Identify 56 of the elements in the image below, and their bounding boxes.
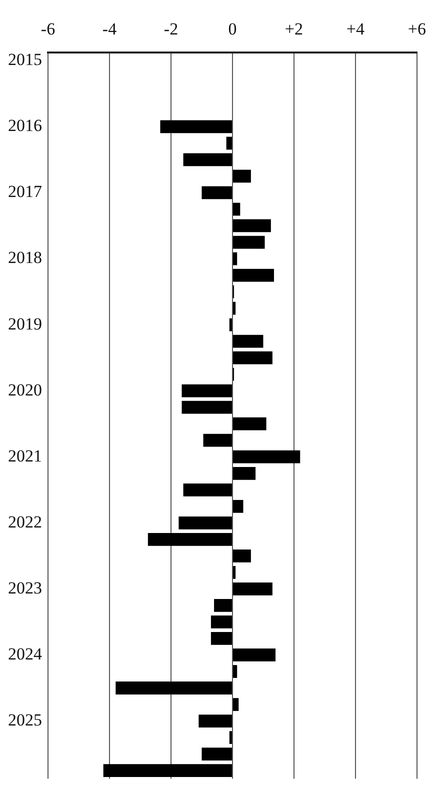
bar (232, 466, 256, 480)
bar (210, 616, 232, 628)
x-tick-label: -6 (40, 20, 56, 39)
bar (229, 318, 232, 332)
y-tick-label: 2017 (8, 182, 42, 202)
bar (232, 698, 239, 711)
y-tick-label: 2024 (8, 644, 42, 664)
bar (214, 599, 232, 612)
bar (182, 400, 232, 414)
y-tick-label: 2023 (8, 578, 42, 598)
bar (232, 219, 271, 232)
bar (232, 268, 274, 282)
bar (232, 302, 236, 315)
bar (198, 714, 232, 728)
bar (183, 153, 232, 166)
bar (116, 682, 232, 694)
bar (232, 648, 276, 662)
y-tick-label: 2020 (8, 380, 42, 400)
bar (183, 483, 232, 496)
y-tick-label: 2025 (8, 710, 42, 730)
bar (232, 500, 244, 513)
bar (103, 764, 232, 777)
bar (148, 532, 232, 546)
bar (178, 516, 232, 530)
bar (232, 170, 251, 183)
x-tick-label: +4 (346, 20, 366, 39)
x-tick-label: -4 (102, 20, 118, 39)
bar (232, 417, 266, 430)
bar (160, 120, 232, 134)
bar (232, 351, 272, 364)
bar (202, 186, 232, 200)
x-tick-label: 0 (228, 20, 237, 39)
bar (232, 582, 272, 596)
bar (232, 450, 300, 464)
x-tick-label: +6 (408, 20, 426, 39)
x-tick-label: +2 (284, 20, 304, 39)
bar (232, 236, 265, 249)
bar (182, 384, 232, 398)
bar (210, 632, 232, 645)
y-tick-label: 2015 (8, 50, 42, 70)
bar (232, 334, 264, 348)
bar (226, 136, 232, 150)
y-tick-label: 2022 (8, 512, 42, 532)
y-tick-label: 2019 (8, 314, 42, 334)
bar (232, 665, 238, 678)
bar (232, 202, 240, 216)
bar (202, 748, 232, 760)
bar (229, 731, 232, 744)
bar (232, 252, 238, 266)
y-tick-label: 2018 (8, 248, 42, 268)
y-tick-label: 2016 (8, 116, 42, 136)
bar (203, 434, 232, 447)
bar (232, 566, 236, 579)
bar (232, 549, 251, 562)
x-tick-label: -2 (164, 20, 178, 39)
y-tick-label: 2021 (8, 446, 42, 466)
